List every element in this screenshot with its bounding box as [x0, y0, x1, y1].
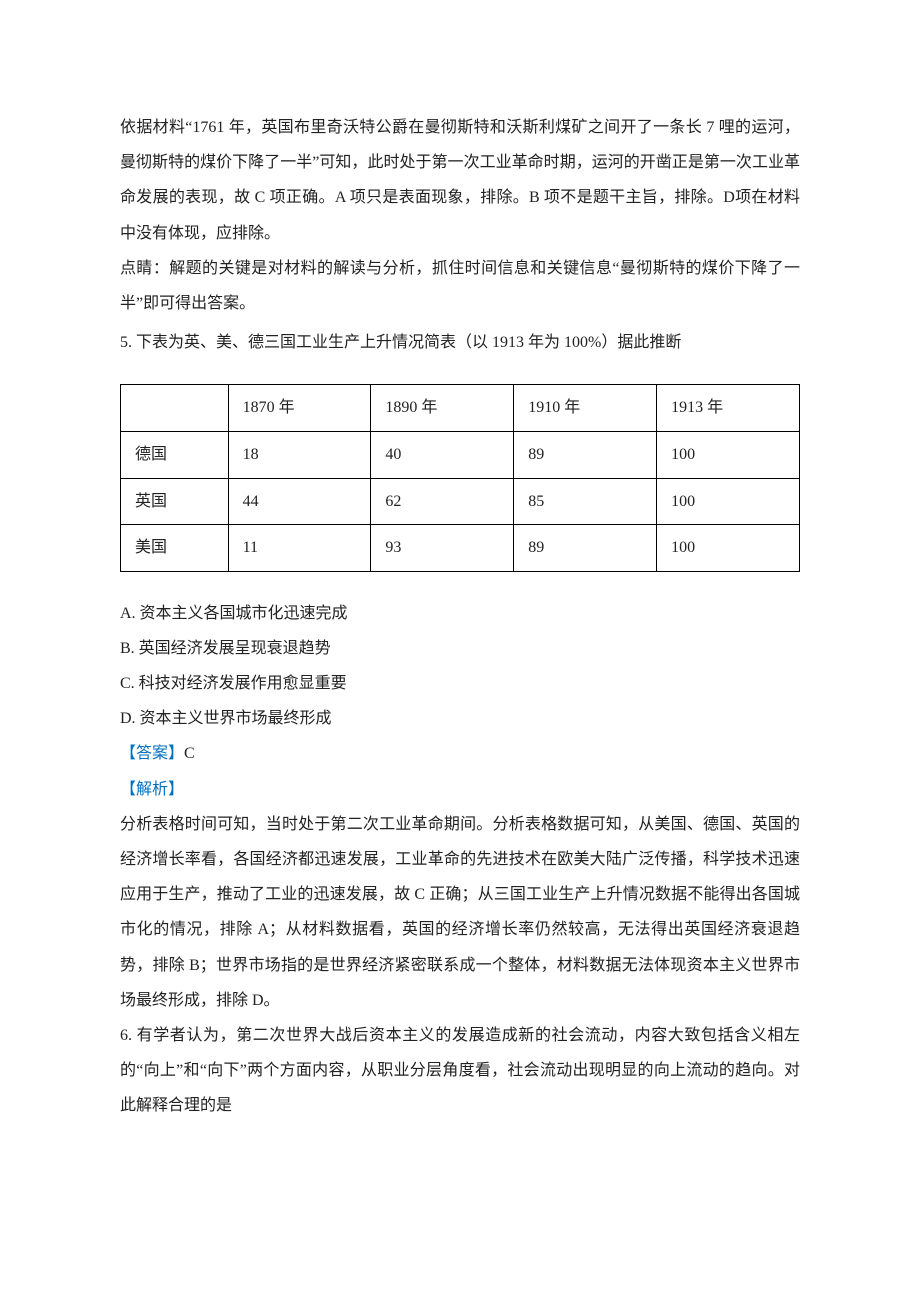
- question-5-options: A. 资本主义各国城市化迅速完成 B. 英国经济发展呈现衰退趋势 C. 科技对经…: [120, 596, 800, 737]
- table-cell: 德国: [121, 431, 229, 478]
- question-5-stem: 5. 下表为英、美、德三国工业生产上升情况简表（以 1913 年为 100%）据…: [120, 325, 800, 360]
- answer-value: C: [184, 745, 195, 762]
- table-cell: 100: [657, 431, 800, 478]
- table-header-cell: [121, 385, 229, 432]
- option-b: B. 英国经济发展呈现衰退趋势: [120, 631, 800, 666]
- analysis-text: 分析表格时间可知，当时处于第二次工业革命期间。分析表格数据可知，从美国、德国、英…: [120, 807, 800, 1018]
- table-cell: 89: [514, 525, 657, 572]
- table-header-cell: 1890 年: [371, 385, 514, 432]
- table-row: 德国 18 40 89 100: [121, 431, 800, 478]
- table-cell: 美国: [121, 525, 229, 572]
- table-header-cell: 1910 年: [514, 385, 657, 432]
- table-header-row: 1870 年 1890 年 1910 年 1913 年: [121, 385, 800, 432]
- table-cell: 89: [514, 431, 657, 478]
- table-cell: 44: [228, 478, 371, 525]
- table-cell: 11: [228, 525, 371, 572]
- table-cell: 93: [371, 525, 514, 572]
- answer-label: 【答案】: [120, 745, 184, 762]
- table-cell: 100: [657, 525, 800, 572]
- explanation-tip: 点睛：解题的关键是对材料的解读与分析，抓住时间信息和关键信息“曼彻斯特的煤价下降…: [120, 251, 800, 321]
- option-a: A. 资本主义各国城市化迅速完成: [120, 596, 800, 631]
- table-cell: 85: [514, 478, 657, 525]
- table-header-cell: 1870 年: [228, 385, 371, 432]
- option-d: D. 资本主义世界市场最终形成: [120, 701, 800, 736]
- table-cell: 40: [371, 431, 514, 478]
- table-row: 美国 11 93 89 100: [121, 525, 800, 572]
- table-cell: 62: [371, 478, 514, 525]
- explanation-paragraph: 依据材料“1761 年，英国布里奇沃特公爵在曼彻斯特和沃斯利煤矿之间开了一条长 …: [120, 110, 800, 251]
- analysis-label-line: 【解析】: [120, 772, 800, 807]
- table-header-cell: 1913 年: [657, 385, 800, 432]
- question-6-stem: 6. 有学者认为，第二次世界大战后资本主义的发展造成新的社会流动，内容大致包括含…: [120, 1018, 800, 1124]
- answer-line: 【答案】C: [120, 736, 800, 771]
- table-cell: 18: [228, 431, 371, 478]
- table-row: 英国 44 62 85 100: [121, 478, 800, 525]
- analysis-label: 【解析】: [120, 781, 184, 798]
- option-c: C. 科技对经济发展作用愈显重要: [120, 666, 800, 701]
- table-cell: 英国: [121, 478, 229, 525]
- table-cell: 100: [657, 478, 800, 525]
- industrial-production-table: 1870 年 1890 年 1910 年 1913 年 德国 18 40 89 …: [120, 384, 800, 571]
